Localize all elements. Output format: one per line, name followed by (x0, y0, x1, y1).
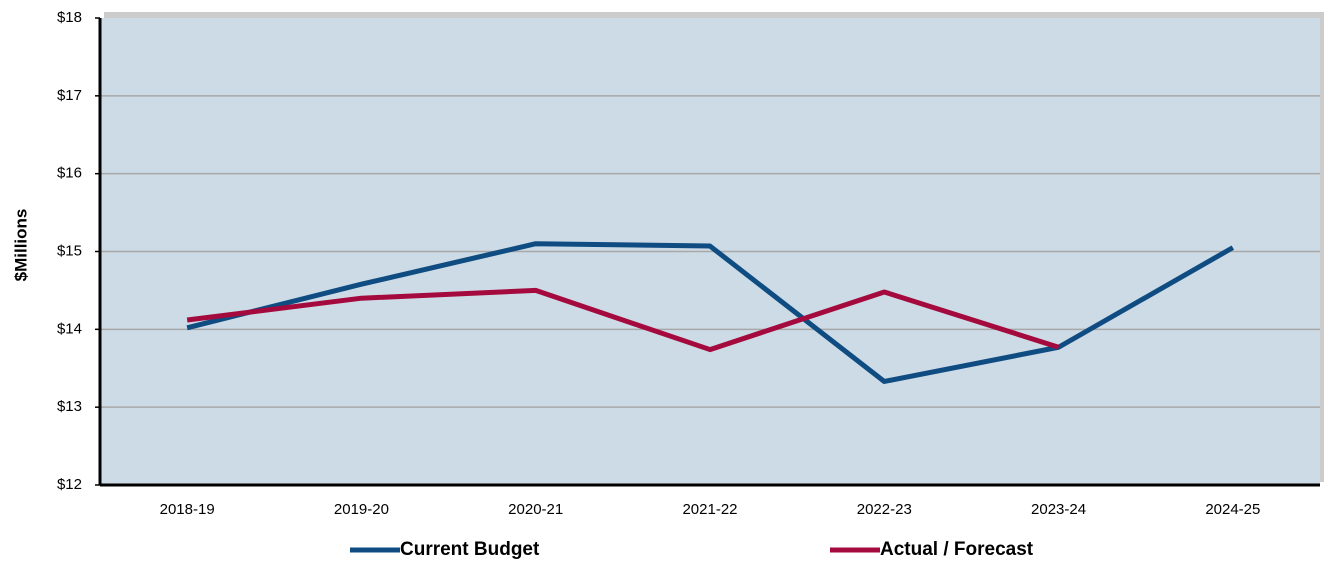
y-tick-label: $13 (57, 398, 82, 415)
legend-label: Current Budget (400, 539, 540, 560)
x-tick-label: 2023-24 (1031, 501, 1086, 518)
y-tick-label: $17 (57, 87, 82, 104)
y-tick-label: $18 (57, 9, 82, 26)
x-tick-label: 2024-25 (1205, 501, 1260, 518)
x-tick-label: 2021-22 (682, 501, 737, 518)
x-tick-label: 2022-23 (857, 501, 912, 518)
x-tick-label: 2018-19 (160, 501, 215, 518)
x-tick-label: 2019-20 (334, 501, 389, 518)
y-tick-label: $12 (57, 476, 82, 493)
x-tick-label: 2020-21 (508, 501, 563, 518)
series-line (186, 287, 1060, 353)
y-tick-label: $15 (57, 242, 82, 259)
y-tick-label: $16 (57, 165, 82, 182)
legend-label: Actual / Forecast (880, 539, 1034, 560)
y-tick-label: $14 (57, 320, 82, 337)
y-axis-label: $Millions (11, 209, 30, 282)
